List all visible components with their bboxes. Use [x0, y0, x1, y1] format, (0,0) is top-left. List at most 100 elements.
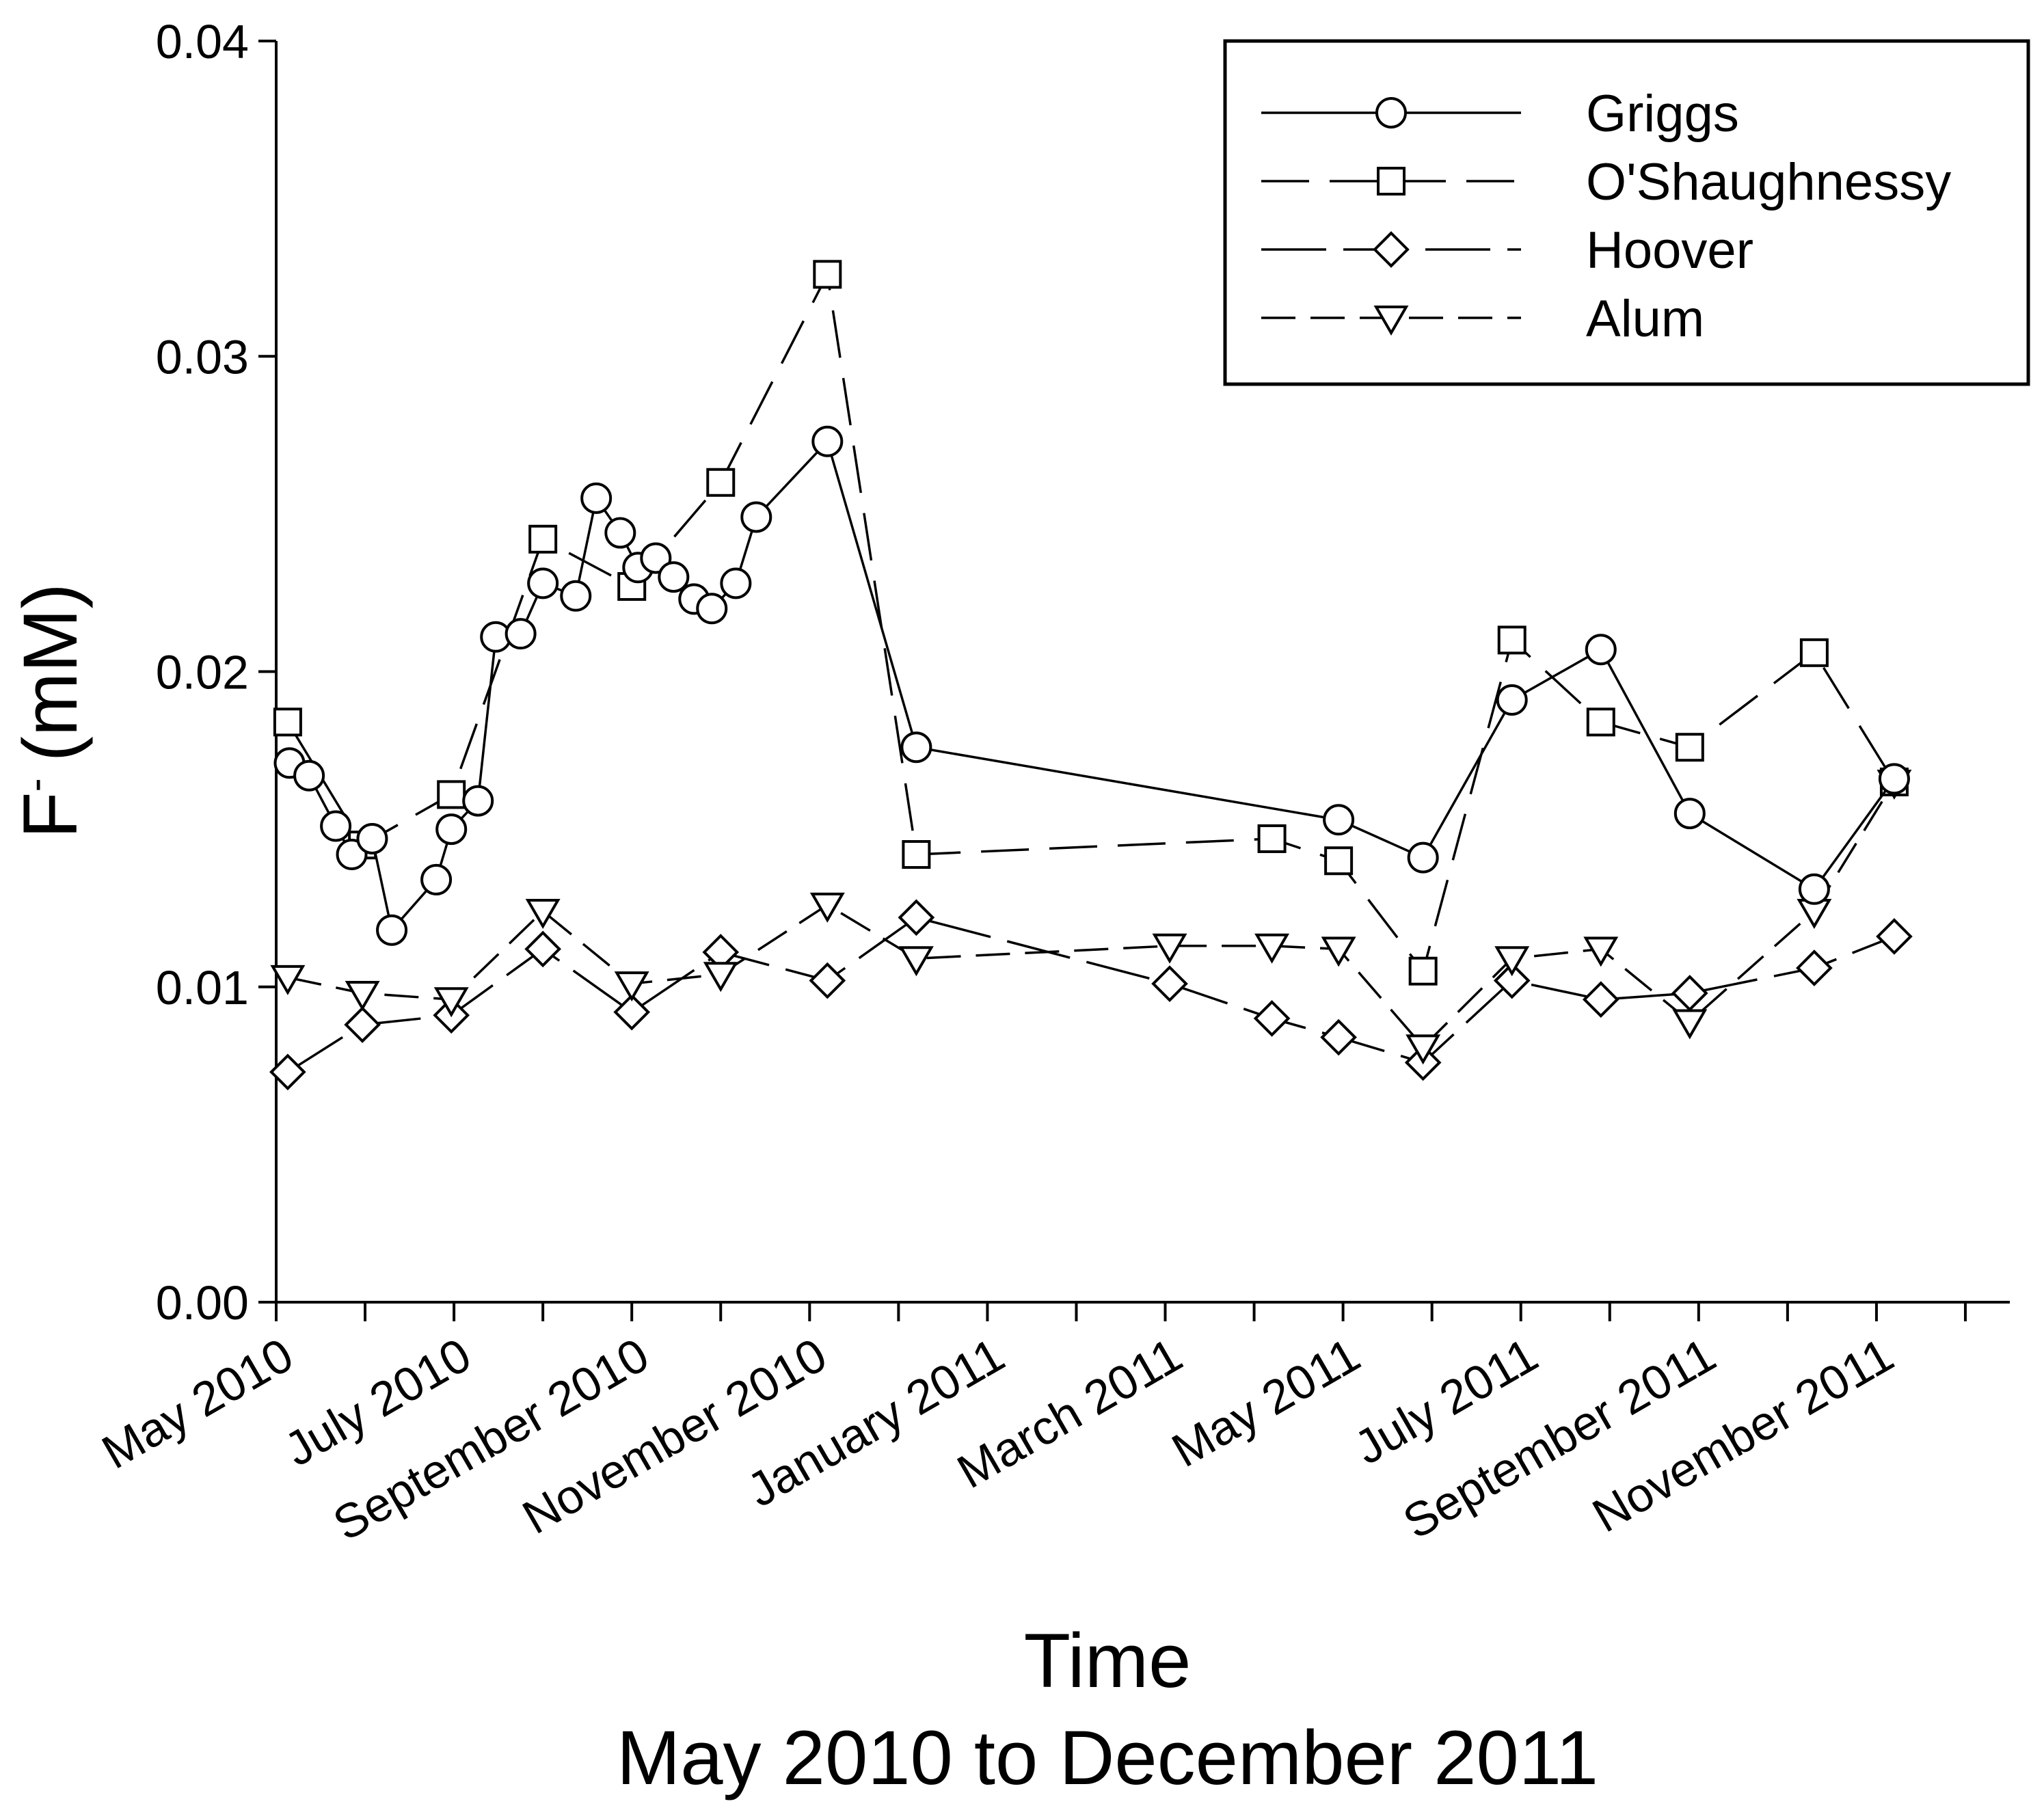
- series-line-hoover: [286, 916, 1895, 1073]
- data-point-griggs: [1673, 798, 1706, 830]
- data-point-o-shaughnessy: [273, 707, 302, 737]
- y-tick-label: 0.03: [156, 330, 249, 383]
- y-axis-title-sup: -: [12, 778, 58, 792]
- data-point-hoover: [344, 1006, 381, 1043]
- y-tick-label: 0.02: [156, 646, 249, 699]
- data-point-hoover: [1493, 962, 1531, 999]
- data-point-hoover: [1796, 949, 1833, 986]
- chart-subtitle: May 2010 to December 2011: [617, 1715, 1598, 1800]
- y-axis-title-main: F: [8, 792, 93, 838]
- y-tick-label: 0.01: [156, 961, 249, 1014]
- legend-marker-griggs: [1375, 97, 1407, 129]
- data-point-hoover: [1253, 1000, 1291, 1037]
- data-point-alum: [1672, 1009, 1708, 1040]
- data-point-o-shaughnessy: [1586, 707, 1615, 737]
- data-point-alum: [809, 892, 845, 923]
- data-point-alum: [1254, 933, 1290, 964]
- data-point-alum: [345, 980, 380, 1011]
- data-point-griggs: [527, 567, 559, 599]
- data-point-o-shaughnessy: [706, 468, 736, 497]
- data-point-alum: [1583, 936, 1619, 967]
- data-point-hoover: [1151, 965, 1188, 1002]
- data-point-griggs: [320, 810, 352, 842]
- data-point-griggs: [293, 759, 325, 792]
- y-tick-label: 0.00: [156, 1276, 249, 1330]
- data-point-alum: [433, 987, 469, 1018]
- x-tick-label: May 2010: [93, 1327, 301, 1479]
- data-point-o-shaughnessy: [813, 260, 842, 289]
- x-tick-label: May 2011: [1163, 1327, 1369, 1477]
- data-point-alum: [270, 964, 306, 995]
- data-point-griggs: [1496, 684, 1528, 716]
- legend-marker-o-shaughnessy: [1377, 167, 1406, 195]
- data-point-griggs: [720, 567, 752, 599]
- series-hoover: [269, 899, 1913, 1091]
- x-axis-title: Time: [1024, 1618, 1192, 1703]
- legend-item-alum: Alum: [1261, 290, 1704, 348]
- data-point-o-shaughnessy: [1675, 733, 1704, 762]
- data-point-griggs: [1878, 763, 1910, 795]
- data-point-hoover: [809, 962, 846, 999]
- data-point-griggs: [900, 731, 932, 764]
- data-point-hoover: [898, 899, 935, 936]
- data-point-griggs: [740, 501, 772, 533]
- legend-box: [1223, 39, 2030, 386]
- data-point-hoover: [269, 1053, 306, 1091]
- data-point-alum: [1321, 936, 1356, 967]
- series-layer: [269, 260, 1913, 1091]
- data-point-griggs: [356, 822, 388, 854]
- data-point-alum: [525, 899, 561, 930]
- data-point-hoover: [1320, 1018, 1357, 1056]
- data-point-hoover: [524, 930, 561, 968]
- data-point-griggs: [580, 482, 613, 514]
- data-point-griggs: [696, 593, 728, 625]
- data-point-griggs: [1323, 804, 1355, 836]
- legend-marker-alum: [1373, 306, 1409, 336]
- x-tick-label: September 2010: [324, 1327, 657, 1550]
- legend-label-o-shaughnessy: O'Shaughnessy: [1586, 153, 1951, 211]
- data-point-o-shaughnessy: [437, 780, 466, 809]
- series-line-griggs: [288, 439, 1896, 933]
- data-point-o-shaughnessy: [1408, 956, 1438, 986]
- y-axis-title-unit: (mM): [8, 583, 93, 761]
- data-point-griggs: [604, 517, 636, 549]
- data-point-griggs: [462, 785, 494, 817]
- data-point-hoover: [1876, 918, 1913, 955]
- legend-label-alum: Alum: [1586, 290, 1704, 348]
- data-point-hoover: [1582, 981, 1619, 1018]
- data-point-hoover: [613, 993, 651, 1031]
- legend-marker-hoover: [1373, 231, 1410, 268]
- series-line-o-shaughnessy: [286, 270, 1896, 974]
- legend-item-griggs: Griggs: [1261, 85, 1739, 143]
- legend-label-griggs: Griggs: [1586, 85, 1739, 143]
- data-point-alum: [614, 971, 649, 1002]
- data-point-griggs: [658, 561, 690, 593]
- y-tick-label: 0.04: [156, 15, 249, 68]
- series-griggs: [273, 425, 1910, 946]
- x-tick-label: September 2011: [1395, 1327, 1725, 1549]
- data-point-alum: [1494, 946, 1530, 977]
- data-point-griggs: [1798, 873, 1830, 905]
- series-o-shaughnessy: [273, 260, 1909, 986]
- data-point-hoover: [1671, 975, 1708, 1012]
- data-point-griggs: [435, 813, 468, 846]
- data-point-griggs: [505, 618, 537, 650]
- data-point-griggs: [376, 914, 408, 946]
- data-point-o-shaughnessy: [1324, 846, 1354, 876]
- y-ticks: 0.00 0.01 0.02 0.03 0.04: [156, 15, 276, 1330]
- data-point-o-shaughnessy: [1257, 824, 1287, 853]
- data-point-alum: [1152, 933, 1187, 964]
- data-point-griggs: [640, 542, 672, 574]
- legend: Griggs O'Shaughnessy Hoover Alum: [1223, 39, 2030, 386]
- data-point-griggs: [420, 863, 453, 895]
- data-point-alum: [703, 962, 738, 993]
- series-line-alum: [287, 781, 1896, 1049]
- data-point-o-shaughnessy: [1497, 625, 1527, 655]
- data-point-o-shaughnessy: [902, 840, 931, 869]
- x-tick-label: November 2011: [1584, 1327, 1902, 1542]
- data-point-griggs: [1585, 634, 1617, 666]
- legend-item-o-shaughnessy: O'Shaughnessy: [1261, 153, 1951, 211]
- data-point-griggs: [1407, 841, 1439, 874]
